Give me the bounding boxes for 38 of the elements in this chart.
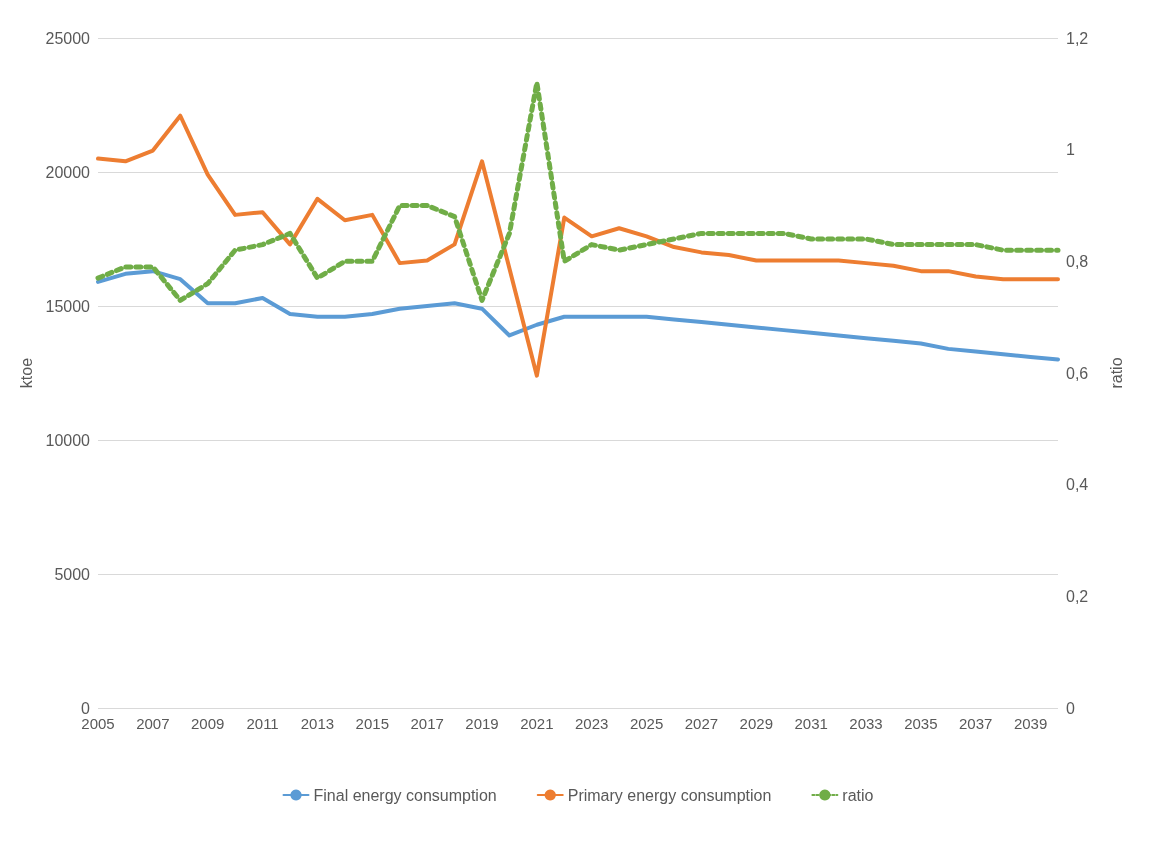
y2-tick-label: 1 <box>1066 141 1075 159</box>
legend-label: Primary energy consumption <box>567 786 772 804</box>
x-tick-label: 2039 <box>1013 715 1048 732</box>
x-tick-label: 2027 <box>684 715 719 732</box>
x-tick-label: 2009 <box>191 715 225 732</box>
y-tick-label: 10000 <box>45 431 91 449</box>
y2-tick-label: 0,4 <box>1066 476 1089 494</box>
legend-label: ratio <box>842 786 874 804</box>
y-tick-label: 20000 <box>45 163 91 181</box>
x-tick-label: 2019 <box>465 715 499 732</box>
x-tick-label: 2025 <box>629 715 664 732</box>
line-series <box>96 113 1060 378</box>
y-axis-title: ktoe <box>18 357 36 389</box>
x-tick-label: 2017 <box>410 715 444 732</box>
y-tick-label: 0 <box>81 699 91 717</box>
y2-tick-label: 1,2 <box>1066 29 1089 47</box>
x-tick-label: 2023 <box>575 715 609 732</box>
x-tick-label: 2005 <box>81 715 115 732</box>
legend-label: Final energy consumption <box>313 786 497 804</box>
x-tick-label: 2011 <box>246 715 279 732</box>
x-tick-label: 2029 <box>739 715 773 732</box>
x-tick-label: 2015 <box>355 715 389 732</box>
y-tick-label: 25000 <box>45 29 91 47</box>
x-tick-label: 2037 <box>959 715 993 732</box>
x-tick-label: 2033 <box>849 715 883 732</box>
y2-tick-label: 0,2 <box>1066 587 1089 605</box>
y-tick-label: 15000 <box>45 297 91 315</box>
x-tick-label: 2035 <box>904 715 938 732</box>
x-tick-label: 2007 <box>136 715 170 732</box>
y2-tick-label: 0 <box>1066 699 1075 717</box>
y2-tick-label: 0,8 <box>1066 252 1089 270</box>
y2-axis-title: ratio <box>1107 357 1125 389</box>
x-tick-label: 2013 <box>300 715 335 732</box>
x-tick-label: 2021 <box>520 715 554 732</box>
y-tick-label: 5000 <box>54 565 91 583</box>
x-tick-label: 2031 <box>794 715 828 732</box>
line-series <box>96 269 1060 362</box>
y2-tick-label: 0,6 <box>1066 364 1089 382</box>
